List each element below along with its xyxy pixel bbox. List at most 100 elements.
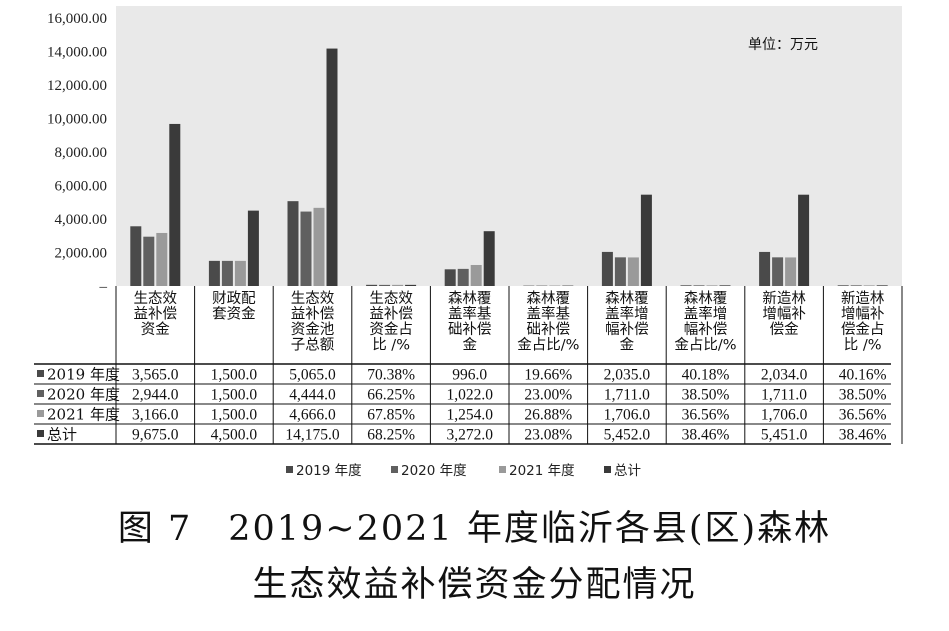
table-cell: 66.25% bbox=[367, 387, 415, 404]
legend-swatch bbox=[286, 466, 293, 473]
table-row-header: 2020 年度 bbox=[47, 386, 120, 404]
bar bbox=[601, 251, 613, 286]
table-cell: 3,565.0 bbox=[132, 367, 179, 384]
table-cell: 23.00% bbox=[524, 387, 572, 404]
table-cell: 5,452.0 bbox=[604, 427, 651, 444]
chart: – 2,000.00 4,000.00 6,000.00 8,000.00 10,000.… bbox=[34, 6, 903, 479]
bar bbox=[392, 284, 404, 286]
bar bbox=[143, 236, 155, 286]
category-label: 生态效益补偿资金池子总额 bbox=[291, 290, 335, 354]
y-tick-label: 12,000.00 bbox=[47, 78, 107, 94]
table-cell: 4,666.0 bbox=[289, 407, 336, 424]
category-label: 生态效益补偿资金占比 /% bbox=[369, 290, 413, 354]
table-cell: 70.38% bbox=[367, 367, 415, 384]
table-cell: 1,711.0 bbox=[604, 387, 650, 404]
bar bbox=[470, 264, 482, 286]
table-cell: 1,711.0 bbox=[761, 387, 807, 404]
bar bbox=[156, 232, 168, 286]
table-cell: 14,175.0 bbox=[285, 427, 340, 444]
bar bbox=[287, 201, 299, 286]
table-cell: 3,272.0 bbox=[446, 427, 493, 444]
category-label: 新造林增幅补偿金 bbox=[762, 290, 806, 338]
table-cell: 2,035.0 bbox=[604, 367, 651, 384]
legend-entry: 2020 年度 bbox=[401, 463, 467, 479]
bar bbox=[798, 194, 810, 286]
y-tick-label: 8,000.00 bbox=[55, 145, 108, 161]
legend-swatch bbox=[499, 466, 506, 473]
category-label: 森林覆盖率基础补偿金 bbox=[448, 290, 492, 354]
bar bbox=[444, 269, 456, 286]
bar bbox=[300, 211, 312, 286]
unit-note: 单位：万元 bbox=[748, 37, 818, 53]
y-tick-label: 4,000.00 bbox=[55, 212, 108, 228]
table-cell: 26.88% bbox=[524, 407, 572, 424]
table-cell: 9,675.0 bbox=[132, 427, 179, 444]
bar bbox=[379, 284, 391, 286]
table-cell: 36.56% bbox=[839, 407, 887, 424]
table-row-header: 总计 bbox=[47, 426, 77, 444]
table-cell: 1,500.0 bbox=[211, 387, 258, 404]
table-cell: 1,022.0 bbox=[446, 387, 493, 404]
table-cell: 5,451.0 bbox=[761, 427, 808, 444]
table-cell: 2,944.0 bbox=[132, 387, 179, 404]
y-tick-label: 14,000.00 bbox=[47, 45, 107, 61]
legend: 2019 年度 2020 年度 2021 年度 总计 bbox=[286, 463, 641, 479]
category-label: 森林覆盖率增幅补偿金占比/% bbox=[674, 290, 736, 354]
table-cell: 3,166.0 bbox=[132, 407, 179, 424]
table-cell: 1,500.0 bbox=[211, 407, 258, 424]
bar bbox=[614, 257, 626, 286]
legend-entry: 总计 bbox=[614, 463, 641, 479]
table-row-swatch bbox=[37, 370, 44, 377]
bar bbox=[680, 285, 692, 286]
bar bbox=[837, 285, 849, 286]
table-cell: 2,034.0 bbox=[761, 367, 808, 384]
bar bbox=[759, 251, 771, 286]
bar bbox=[366, 284, 378, 286]
bar bbox=[405, 284, 417, 286]
table-cell: 38.50% bbox=[682, 387, 730, 404]
table-row-swatch bbox=[37, 390, 44, 397]
category-label: 森林覆盖率基础补偿金占比/% bbox=[517, 290, 579, 354]
table-cell: 36.56% bbox=[682, 407, 730, 424]
legend-entry: 2019 年度 bbox=[296, 463, 362, 479]
category-label: 财政配套资金 bbox=[212, 290, 256, 323]
bar bbox=[719, 285, 731, 286]
bar bbox=[313, 207, 325, 286]
legend-swatch bbox=[604, 466, 611, 473]
category-label: 新造林增幅补偿金占比 /% bbox=[841, 290, 885, 354]
table-cell: 1,706.0 bbox=[761, 407, 808, 424]
y-tick-label: – bbox=[99, 279, 108, 295]
table-cell: 996.0 bbox=[452, 367, 487, 384]
figure-title-line-2: 生态效益补偿资金分配情况 bbox=[252, 565, 697, 605]
y-tick-label: 16,000.00 bbox=[47, 11, 107, 27]
figure-caption-line-2: 生态效益补偿资金分配情况 bbox=[0, 556, 949, 607]
bar bbox=[130, 226, 142, 286]
y-tick-label: 10,000.00 bbox=[47, 112, 107, 128]
table-row-swatch bbox=[37, 410, 44, 417]
bar bbox=[640, 194, 652, 286]
bar bbox=[483, 231, 495, 286]
bar bbox=[627, 257, 639, 286]
data-table: 2019 年度 3,565.0 1,500.0 5,065.0 70.38% 996.0 1… bbox=[34, 286, 903, 445]
bar bbox=[221, 260, 233, 286]
bar bbox=[247, 210, 259, 286]
bar bbox=[850, 285, 862, 286]
bar bbox=[876, 285, 888, 286]
table-cell: 40.16% bbox=[839, 367, 887, 384]
table-cell: 38.46% bbox=[839, 427, 887, 444]
y-tick-label: 6,000.00 bbox=[55, 179, 108, 195]
table-cell: 67.85% bbox=[367, 407, 415, 424]
table-cell: 38.50% bbox=[839, 387, 887, 404]
y-tick-label: 2,000.00 bbox=[55, 246, 108, 262]
bar bbox=[785, 257, 797, 286]
bar bbox=[169, 123, 181, 286]
category-label: 生态效益补偿资金 bbox=[134, 290, 178, 338]
bar bbox=[693, 285, 705, 286]
bar bbox=[326, 48, 338, 286]
table-row-swatch bbox=[37, 430, 44, 437]
legend-swatch bbox=[391, 466, 398, 473]
y-axis: – 2,000.00 4,000.00 6,000.00 8,000.00 10,000.… bbox=[47, 11, 108, 295]
bar bbox=[234, 260, 246, 286]
table-cell: 1,500.0 bbox=[211, 367, 258, 384]
